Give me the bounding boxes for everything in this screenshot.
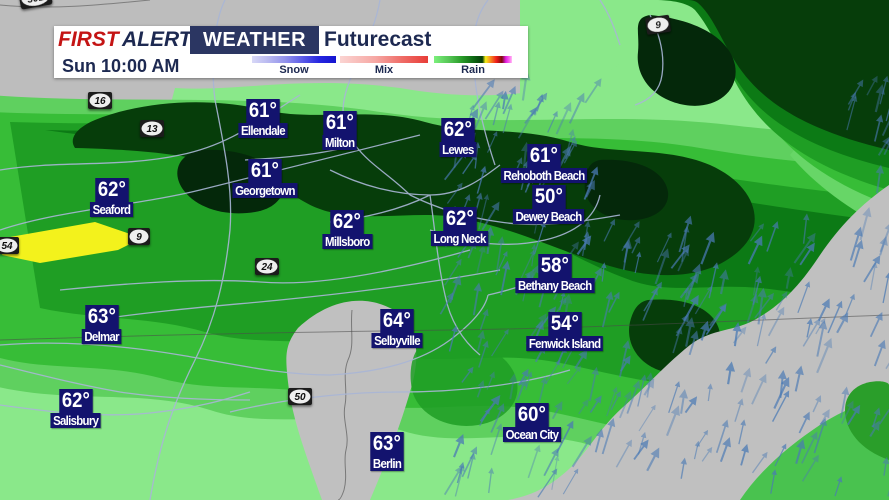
svg-text:16: 16 xyxy=(94,96,106,107)
svg-text:13: 13 xyxy=(146,124,158,135)
svg-text:50: 50 xyxy=(294,392,306,403)
svg-text:54: 54 xyxy=(1,241,13,252)
svg-text:9: 9 xyxy=(136,232,142,243)
svg-text:24: 24 xyxy=(260,262,273,273)
